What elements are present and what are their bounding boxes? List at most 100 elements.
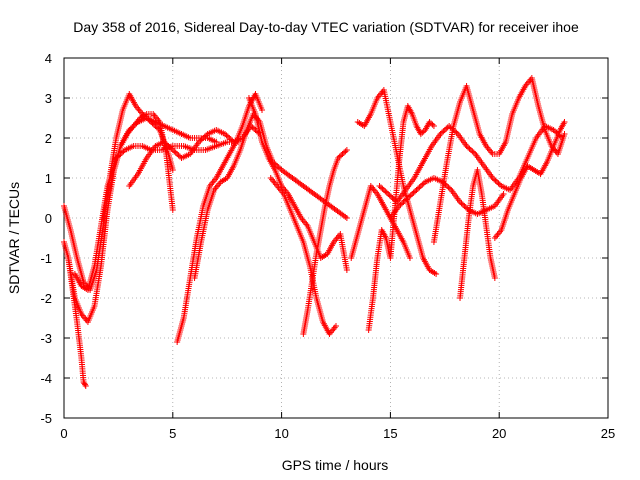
x-tick-label: 10 [274,426,288,441]
data-point [127,125,134,132]
chart-title: Day 358 of 2016, Sidereal Day-to-day VTE… [73,19,579,35]
data-point [410,189,417,196]
data-point [172,149,179,156]
data-point [396,203,403,209]
y-tick-label: 2 [45,131,52,146]
data-point [274,163,281,169]
data-point [399,200,406,207]
series-arc-17 [430,75,568,245]
data-point [132,121,139,128]
data-point [470,149,477,156]
data-point [401,197,408,204]
data-point [439,179,446,185]
data-point [417,131,424,137]
data-point [163,141,170,148]
data-point [203,132,210,139]
data-point [466,145,473,152]
data-point [165,143,172,149]
data-point [379,185,386,192]
data-point [200,135,207,141]
data-point [168,145,175,152]
data-point [169,207,176,213]
series-arc-11 [300,147,350,337]
data-point [336,153,343,160]
data-point [201,133,208,140]
y-tick-label: -3 [40,331,52,346]
data-point [377,184,384,191]
series-arc-14 [365,103,437,333]
data-point [441,127,448,133]
data-point [195,139,202,145]
y-tick-label: -4 [40,371,52,386]
data-point [339,151,346,157]
y-tick-label: -1 [40,251,52,266]
data-point [385,191,392,197]
data-point [561,131,568,137]
series-arc-13 [348,183,413,261]
data-point [397,201,404,208]
data-point [335,155,342,161]
data-point [440,128,447,135]
data-point [426,119,433,125]
data-point [404,195,411,201]
data-point [458,200,465,207]
data-point [259,107,266,113]
data-point [413,187,420,193]
data-point [409,191,416,197]
data-point [342,148,349,155]
data-point [489,175,496,181]
data-point [226,135,233,141]
data-point [222,131,229,137]
data-point [174,151,181,157]
data-point [433,271,440,277]
data-point [494,179,501,185]
data-point [463,143,470,149]
data-point [428,120,435,127]
data-point [406,193,413,200]
data-point [492,177,499,184]
data-point [81,380,88,387]
data-point [552,128,559,135]
data-point [388,193,395,200]
series-arc-7 [174,91,266,345]
data-point [197,137,204,144]
data-point [383,189,390,196]
series-arc-18 [457,167,498,301]
data-point [495,180,502,187]
series-arc-2 [61,239,89,389]
series-arc-3 [65,111,176,325]
data-point [198,136,205,143]
x-tick-label: 15 [383,426,397,441]
data-point [446,185,453,192]
data-point [223,132,230,139]
data-point [82,381,89,388]
x-ticks: 0 5 10 15 20 25 [60,58,615,441]
data-point [249,124,256,131]
data-point [169,147,176,153]
axes [63,57,609,419]
data-point [459,201,466,208]
x-tick-label: 5 [169,426,176,441]
plot-frame [63,57,609,419]
data-point [169,167,176,173]
data-point [224,133,231,140]
data-point [430,123,437,129]
y-tick-label: 1 [45,171,52,186]
series-arc-5 [100,115,220,221]
y-tick-label: 3 [45,91,52,106]
data-point [120,148,127,155]
y-tick-label: 4 [45,51,52,66]
data-point [389,195,396,201]
series-arc-10 [267,175,339,337]
data-point [467,147,474,153]
data-point [386,192,393,199]
data-point [343,147,350,153]
data-point [400,199,407,205]
x-tick-label: 0 [60,426,67,441]
data-point [166,144,173,151]
data-point [133,120,140,127]
data-point [461,203,468,209]
data-point [277,165,284,172]
x-axis-label: GPS time / hours [282,457,389,473]
data-point [414,185,421,192]
